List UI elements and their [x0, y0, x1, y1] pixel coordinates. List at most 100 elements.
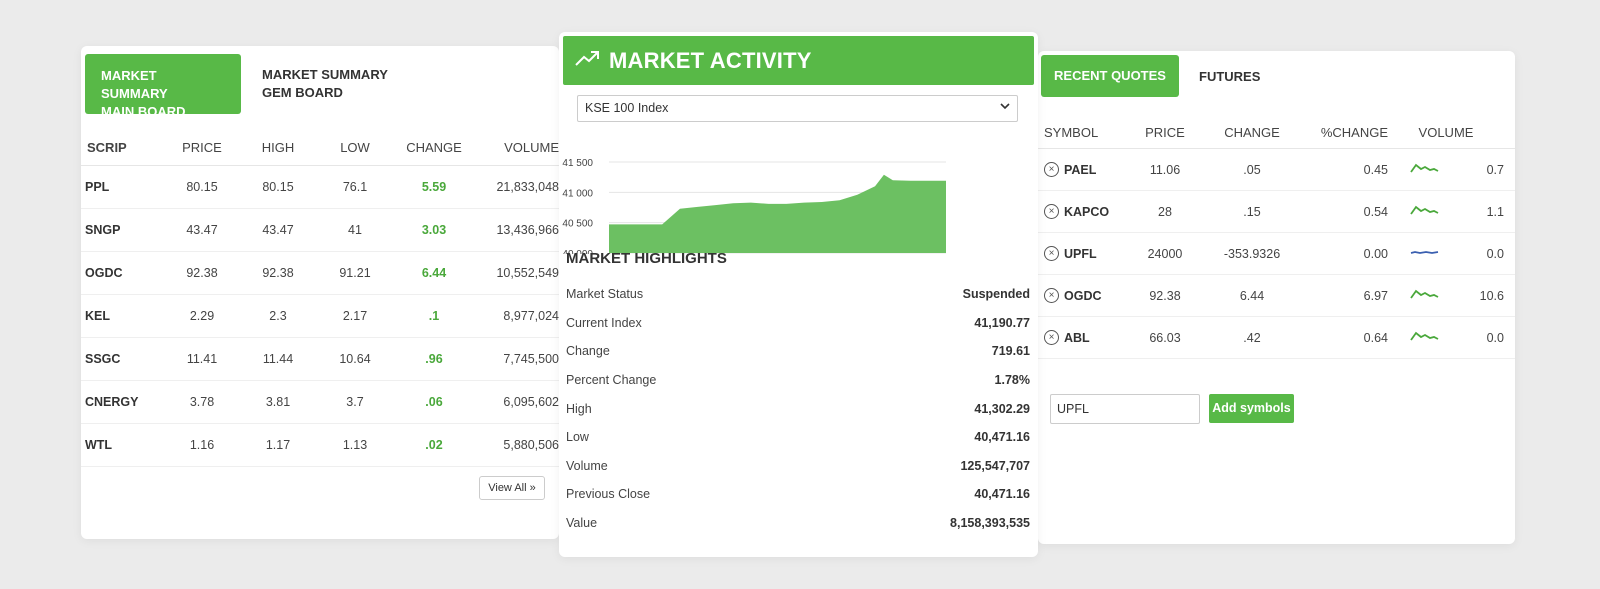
- highlight-row: Value 8,158,393,535: [566, 509, 1030, 538]
- symbol-label[interactable]: UPFL: [1064, 246, 1097, 261]
- cell-volume: 8,977,024: [503, 309, 559, 323]
- cell-high: 11.44: [262, 352, 294, 366]
- cell-price: 2.29: [189, 309, 215, 323]
- y-tick-label: 41 000: [562, 188, 593, 199]
- chevron-down-icon: [1000, 100, 1010, 114]
- cell-high: 92.38: [262, 266, 294, 280]
- col-high[interactable]: HIGH: [261, 140, 295, 155]
- highlight-label: Volume: [566, 458, 608, 473]
- col-pct-change[interactable]: %CHANGE: [1320, 125, 1388, 140]
- cell-change: .42: [1243, 330, 1261, 345]
- cell-price: 3.78: [189, 395, 215, 409]
- cell-high: 43.47: [262, 223, 294, 237]
- cell-price: 92.38: [186, 266, 218, 280]
- col-volume[interactable]: VOLUME: [504, 140, 559, 155]
- view-all-label: View All: [488, 482, 527, 494]
- cell-high: 1.17: [265, 438, 291, 452]
- sparkline-icon: [1388, 161, 1458, 178]
- highlight-label: Low: [566, 430, 589, 445]
- highlight-label: Previous Close: [566, 487, 651, 502]
- cell-low: 41: [348, 223, 362, 237]
- highlight-value: 8,158,393,535: [950, 516, 1030, 531]
- remove-icon[interactable]: ×: [1044, 330, 1059, 345]
- col-low[interactable]: LOW: [340, 140, 370, 155]
- cell-price: 11.41: [186, 352, 218, 366]
- highlight-label: High: [566, 401, 592, 416]
- cell-symbol: × UPFL: [1038, 246, 1134, 261]
- symbol-input[interactable]: [1050, 394, 1200, 424]
- highlight-label: Current Index: [566, 315, 642, 330]
- table-row[interactable]: CNERGY 3.78 3.81 3.7 .06 6,095,602: [81, 381, 559, 424]
- symbol-label[interactable]: PAEL: [1064, 162, 1097, 177]
- cell-pct-change: 0.00: [1363, 246, 1388, 261]
- highlight-row: Current Index 41,190.77: [566, 309, 1030, 338]
- y-tick-label: 40 500: [562, 219, 593, 230]
- table-row: × PAEL 11.06 .05 0.45 0.7: [1038, 149, 1515, 191]
- highlight-row: High 41,302.29: [566, 394, 1030, 423]
- symbol-label[interactable]: ABL: [1064, 330, 1090, 345]
- highlight-row: Low 40,471.16: [566, 423, 1030, 452]
- tab-futures[interactable]: FUTURES: [1199, 69, 1261, 84]
- col-change[interactable]: CHANGE: [1224, 125, 1280, 140]
- remove-icon[interactable]: ×: [1044, 288, 1059, 303]
- tab-main-board[interactable]: MARKET SUMMARY MAIN BOARD: [85, 54, 241, 119]
- trending-up-icon: [575, 48, 601, 73]
- col-scrip[interactable]: SCRIP: [87, 140, 127, 155]
- cell-scrip: SSGC: [85, 352, 121, 366]
- tab-recent-quotes[interactable]: RECENT QUOTES: [1041, 55, 1179, 97]
- view-all-button[interactable]: View All »: [479, 476, 545, 500]
- cell-high: 80.15: [262, 180, 294, 194]
- cell-change: -353.9326: [1223, 246, 1281, 261]
- highlight-value: 719.61: [991, 344, 1030, 359]
- cell-price: 43.47: [186, 223, 218, 237]
- cell-scrip: SNGP: [85, 223, 121, 237]
- tab-gem-board[interactable]: MARKET SUMMARY GEM BOARD: [262, 66, 388, 102]
- remove-icon[interactable]: ×: [1044, 246, 1059, 261]
- cell-price: 92.38: [1149, 288, 1181, 303]
- highlight-value: 40,471.16: [974, 487, 1030, 502]
- double-chevron-right-icon: »: [529, 482, 536, 494]
- cell-low: 1.13: [342, 438, 368, 452]
- highlight-label: Percent Change: [566, 373, 657, 388]
- table-row[interactable]: WTL 1.16 1.17 1.13 .02 5,880,506: [81, 424, 559, 467]
- market-activity-header: MARKET ACTIVITY: [563, 36, 1034, 85]
- cell-volume: 21,833,048: [496, 180, 559, 194]
- cell-volume: 1.1: [1486, 204, 1504, 219]
- cell-change: .1: [428, 309, 440, 323]
- cell-change: 6.44: [1239, 288, 1265, 303]
- cell-price: 80.15: [186, 180, 218, 194]
- index-select[interactable]: KSE 100 Index: [577, 95, 1018, 122]
- symbol-label[interactable]: OGDC: [1064, 288, 1102, 303]
- market-highlights-title: MARKET HIGHLIGHTS: [566, 250, 727, 267]
- table-row[interactable]: OGDC 92.38 92.38 91.21 6.44 10,552,549: [81, 252, 559, 295]
- cell-volume: 0.0: [1486, 330, 1504, 345]
- cell-change: 5.59: [421, 180, 447, 194]
- highlight-label: Market Status: [566, 287, 644, 302]
- sparkline-icon: [1388, 245, 1458, 262]
- cell-scrip: KEL: [85, 309, 110, 323]
- col-symbol[interactable]: SYMBOL: [1044, 125, 1099, 140]
- remove-icon[interactable]: ×: [1044, 162, 1059, 177]
- highlight-value: 1.78%: [994, 373, 1030, 388]
- add-symbols-button[interactable]: Add symbols: [1209, 394, 1294, 423]
- remove-icon[interactable]: ×: [1044, 204, 1059, 219]
- table-row[interactable]: KEL 2.29 2.3 2.17 .1 8,977,024: [81, 295, 559, 338]
- table-row[interactable]: SNGP 43.47 43.47 41 3.03 13,436,966: [81, 209, 559, 252]
- cell-pct-change: 0.64: [1363, 330, 1388, 345]
- col-price[interactable]: PRICE: [1145, 125, 1185, 140]
- table-row[interactable]: PPL 80.15 80.15 76.1 5.59 21,833,048: [81, 166, 559, 209]
- cell-change: 6.44: [421, 266, 447, 280]
- cell-pct-change: 0.54: [1363, 204, 1388, 219]
- col-price[interactable]: PRICE: [182, 140, 222, 155]
- cell-symbol: × ABL: [1038, 330, 1134, 345]
- table-row[interactable]: SSGC 11.41 11.44 10.64 .96 7,745,500: [81, 338, 559, 381]
- cell-high: 3.81: [265, 395, 291, 409]
- symbol-label[interactable]: KAPCO: [1064, 204, 1110, 219]
- cell-scrip: OGDC: [85, 266, 123, 280]
- col-change[interactable]: CHANGE: [406, 140, 462, 155]
- cell-volume: 7,745,500: [503, 352, 559, 366]
- col-volume[interactable]: VOLUME: [1418, 125, 1474, 140]
- table-header: SCRIP PRICE HIGH LOW CHANGE VOLUME: [81, 130, 559, 166]
- cell-change: .15: [1243, 204, 1261, 219]
- cell-symbol: × PAEL: [1038, 162, 1134, 177]
